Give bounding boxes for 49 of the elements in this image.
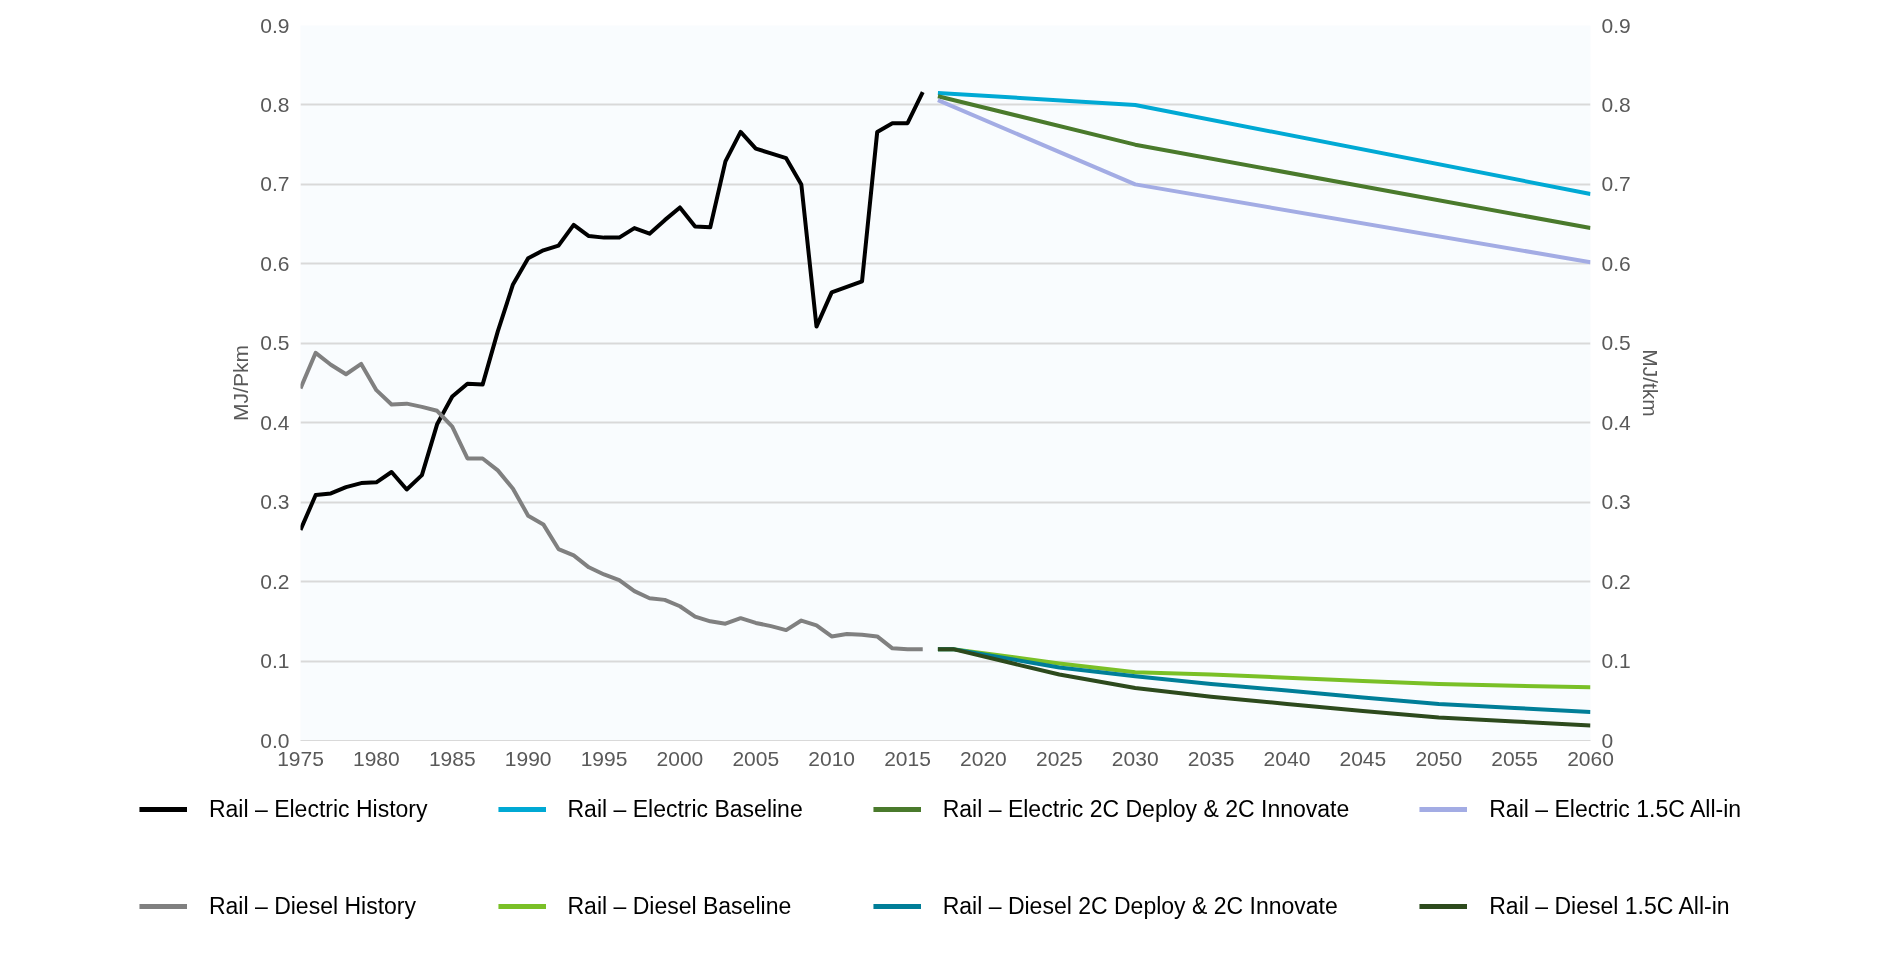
x-tick-label: 2025 [1035, 746, 1083, 770]
y2-tick-label: 0.3 [1601, 490, 1631, 514]
y2-tick-label: 0.7 [1601, 172, 1631, 196]
x-tick-label: 2040 [1263, 746, 1311, 770]
x-tick-label: 1995 [580, 746, 628, 770]
y2-tick-label: 0.5 [1601, 331, 1631, 355]
y-tick-label: 0.9 [260, 13, 290, 37]
y-tick-label: 0.5 [260, 331, 290, 355]
x-tick-label: 2015 [884, 746, 931, 770]
y-tick-label: 0.2 [260, 569, 290, 593]
y2-tick-label: 0.6 [1601, 251, 1631, 275]
x-tick-label: 1980 [353, 746, 400, 770]
x-tick-label: 1985 [428, 746, 476, 770]
legend-label: Rail – Electric 1.5C All-in [1489, 795, 1742, 823]
y-tick-label: 0.0 [260, 728, 290, 752]
x-tick-label: 2050 [1415, 746, 1463, 770]
y-tick-label: 0.8 [260, 92, 290, 116]
y2-tick-label: 0.2 [1601, 569, 1631, 593]
y2-tick-label: 0.1 [1601, 649, 1631, 673]
x-tick-label: 2030 [1111, 746, 1159, 770]
legend-label: Rail – Electric 2C Deploy & 2C Innovate [942, 795, 1350, 823]
y-tick-label: 0.6 [260, 251, 290, 275]
x-tick-label: 2035 [1187, 746, 1235, 770]
y2-tick-label: 0.4 [1601, 410, 1632, 434]
x-tick-label: 2020 [960, 746, 1007, 770]
y-tick-label: 0.1 [260, 649, 290, 673]
line-series [300, 350, 925, 652]
legend-label: Rail – Electric Baseline [567, 795, 803, 823]
x-tick-label: 1990 [504, 746, 552, 770]
y-tick-label: 0.7 [260, 172, 290, 196]
y2-tick-label: 0.9 [1601, 13, 1631, 37]
line-series [300, 90, 925, 532]
y2-tick-label: 0 [1601, 728, 1614, 752]
legend-label: Rail – Diesel 2C Deploy & 2C Innovate [942, 892, 1338, 920]
x-tick-label: 2005 [732, 746, 780, 770]
x-tick-label: 2000 [656, 746, 704, 770]
legend-label: Rail – Diesel Baseline [567, 892, 792, 920]
y2-axis-title: MJ/tkm [1638, 349, 1662, 417]
x-tick-label: 2010 [808, 746, 856, 770]
y-tick-label: 0.4 [260, 410, 290, 434]
legend-label: Rail – Diesel 1.5C All-in [1489, 892, 1730, 920]
legend-label: Rail – Diesel History [208, 892, 417, 920]
line-series [935, 647, 1591, 728]
y-tick-label: 0.3 [260, 490, 290, 514]
legend-label: Rail – Electric History [208, 795, 428, 823]
x-tick-label: 2045 [1339, 746, 1387, 770]
y2-tick-label: 0.8 [1601, 92, 1631, 116]
y-axis-title: MJ/Pkm [229, 345, 253, 421]
x-tick-label: 2055 [1491, 746, 1538, 770]
